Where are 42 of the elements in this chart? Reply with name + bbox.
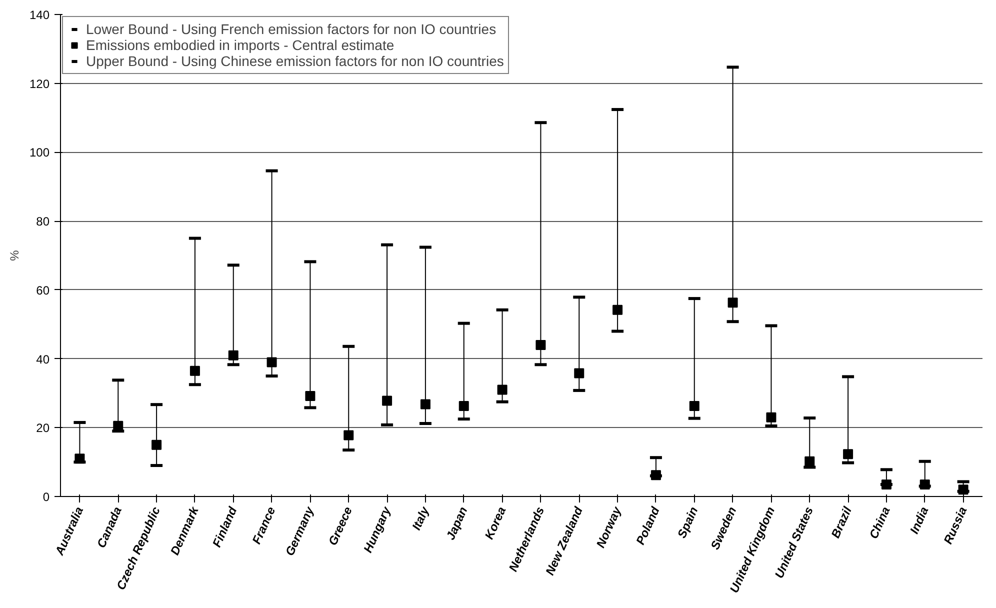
point — [881, 479, 892, 490]
x-tick-label: India — [907, 504, 932, 536]
y-tick-label: 40 — [36, 352, 50, 366]
point — [843, 449, 854, 460]
point — [266, 357, 277, 368]
point — [344, 430, 354, 440]
point — [804, 456, 815, 466]
x-tick-label: Brazil — [828, 504, 855, 540]
point — [152, 440, 162, 450]
point — [958, 484, 968, 495]
y-tick-label: 100 — [29, 146, 50, 160]
point — [650, 470, 661, 480]
x-tick-label: Japan — [443, 504, 470, 542]
y-tick-label: 20 — [36, 421, 50, 436]
legend-label: Lower Bound - Using French emission factors for non IO countries — [86, 21, 496, 37]
y-tick-label: 60 — [36, 283, 50, 298]
point — [536, 340, 546, 350]
point — [766, 412, 776, 422]
y-tick-label: 80 — [36, 214, 50, 229]
x-tick-label: Italy — [409, 503, 432, 532]
point — [113, 420, 124, 431]
y-tick-label: 120 — [29, 76, 50, 91]
legend-label: Emissions embodied in imports - Central estimate — [86, 37, 394, 53]
point — [689, 400, 700, 411]
y-tick-label: 140 — [29, 8, 50, 22]
point — [74, 454, 85, 464]
point — [190, 366, 200, 376]
point — [728, 298, 738, 308]
point — [920, 479, 930, 490]
point — [612, 304, 623, 315]
point — [497, 384, 508, 395]
point — [382, 396, 392, 406]
point — [305, 390, 316, 401]
point — [458, 400, 469, 411]
point — [228, 350, 238, 360]
point — [574, 368, 584, 378]
x-tick-label: Spain — [674, 504, 701, 540]
y-axis-title: % — [7, 250, 22, 261]
x-tick-label: China — [866, 504, 893, 541]
y-tick-label: 0 — [42, 490, 50, 504]
point — [420, 399, 430, 410]
legend-label: Upper Bound - Using Chinese emission factors for non IO countries — [86, 53, 504, 69]
